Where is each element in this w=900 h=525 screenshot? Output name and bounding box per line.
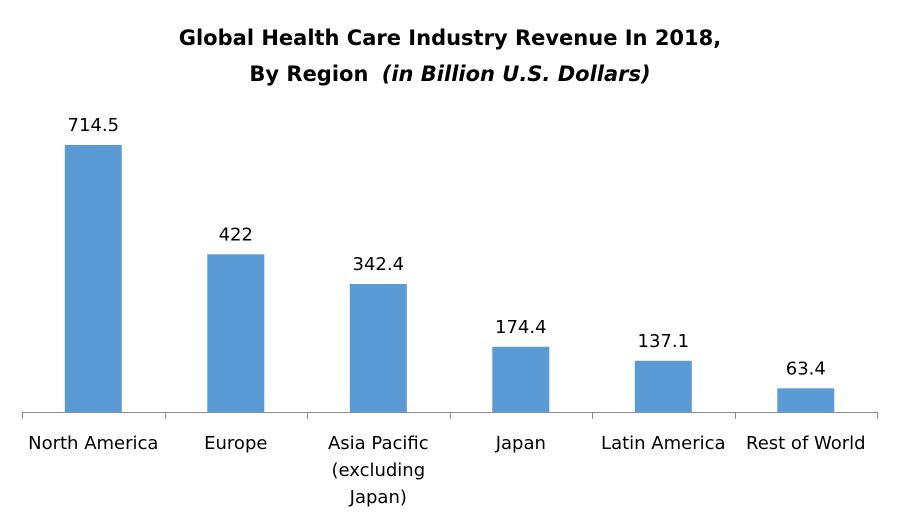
x-tick-label: Europe xyxy=(204,433,267,454)
data-label: 714.5 xyxy=(68,115,120,136)
data-label: 342.4 xyxy=(353,254,405,275)
x-tick-label: Asia Pacific (excluding Japan) xyxy=(328,433,429,508)
chart-subtitle: By Region (in Billion U.S. Dollars) xyxy=(249,62,650,86)
x-tick-label: Latin America xyxy=(601,433,726,454)
data-label: 63.4 xyxy=(786,358,826,379)
data-label: 174.4 xyxy=(495,317,547,338)
bar xyxy=(634,360,692,412)
chart-subtitle-units: (in Billion U.S. Dollars) xyxy=(382,62,651,86)
bar xyxy=(777,388,835,412)
x-axis xyxy=(22,412,878,419)
bar xyxy=(349,284,407,412)
bar xyxy=(207,254,265,412)
bars-group xyxy=(64,145,835,412)
x-tick-labels: North America Europe Asia Pacific (excludin… xyxy=(28,433,865,508)
bar xyxy=(64,145,122,412)
bar xyxy=(492,346,550,412)
chart-title: Global Health Care Industry Revenue In 2… xyxy=(179,26,722,50)
data-label: 137.1 xyxy=(638,331,690,352)
data-labels-group: 714.5 422 342.4 174.4 137.1 63.4 xyxy=(68,115,826,379)
x-tick-label: Rest of World xyxy=(746,433,866,454)
data-label: 422 xyxy=(219,224,253,245)
x-tick-label: North America xyxy=(28,433,158,454)
x-tick-label: Japan xyxy=(495,433,546,454)
chart-subtitle-prefix: By Region xyxy=(249,62,368,86)
